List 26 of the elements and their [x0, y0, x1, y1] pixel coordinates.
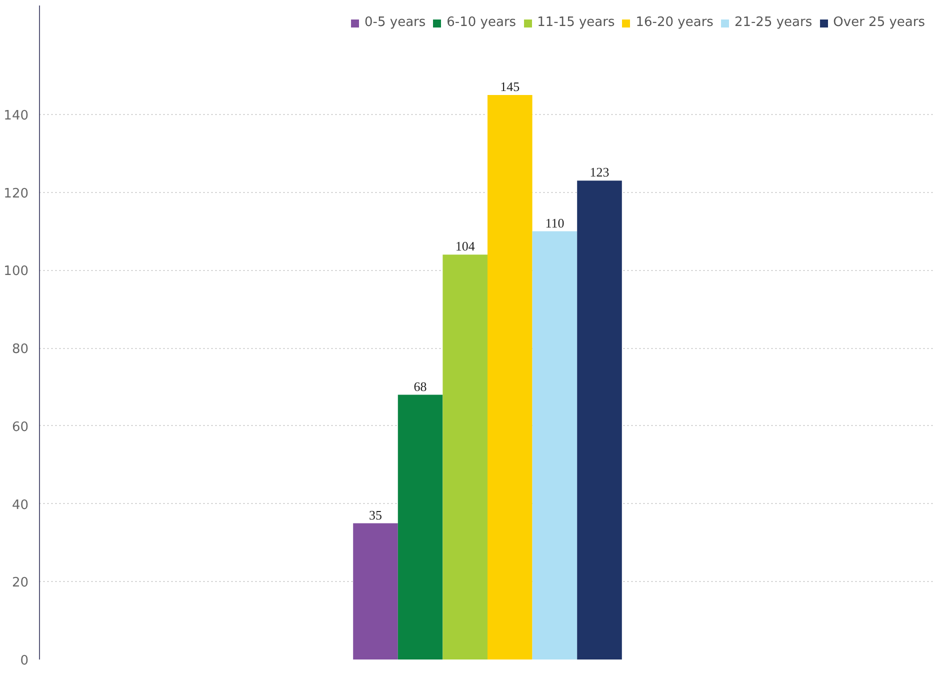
y-tick-label: 40 — [12, 498, 29, 513]
data-label: 123 — [590, 164, 610, 180]
bar — [532, 231, 578, 660]
data-label: 104 — [455, 238, 476, 254]
bar — [577, 180, 622, 660]
y-tick-label: 100 — [4, 264, 29, 280]
legend-label: Over 25 years — [833, 15, 925, 30]
bar — [442, 254, 488, 660]
legend-label: 6-10 years — [446, 15, 516, 30]
legend-label: 0-5 years — [364, 15, 426, 30]
bar — [353, 523, 398, 660]
y-tick-label: 0 — [20, 654, 29, 668]
legend-label: 11-15 years — [537, 15, 615, 30]
y-tick-label: 20 — [12, 576, 29, 591]
y-tick-label: 60 — [12, 420, 29, 435]
bar — [398, 394, 443, 660]
bar — [488, 95, 532, 660]
data-label: 145 — [500, 79, 520, 94]
y-tick-label: 140 — [4, 108, 29, 124]
y-tick-label: 120 — [4, 186, 29, 202]
data-label: 35 — [369, 507, 382, 522]
y-tick-label: 80 — [12, 342, 29, 358]
data-label: 68 — [414, 378, 427, 394]
legend-label: 16-20 years — [636, 15, 714, 30]
legend-label: 21-25 years — [734, 15, 812, 30]
data-label: 110 — [545, 215, 564, 230]
